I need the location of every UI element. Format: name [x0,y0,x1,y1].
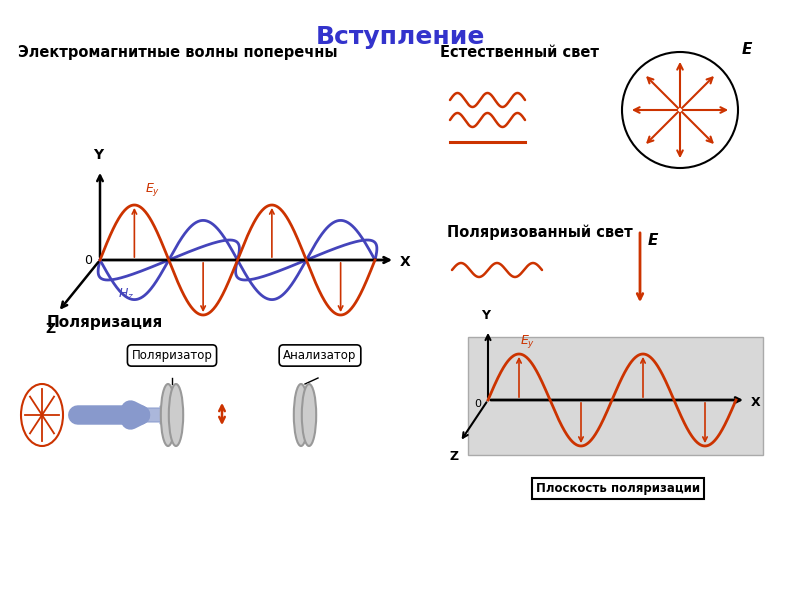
Ellipse shape [21,384,63,446]
Text: 0: 0 [84,253,92,266]
FancyArrow shape [78,406,174,424]
Ellipse shape [161,384,175,446]
Text: E: E [742,42,752,57]
Text: Вступление: Вступление [315,25,485,49]
Text: Y: Y [93,148,103,162]
Text: Z: Z [45,322,55,336]
Text: Z: Z [450,450,458,463]
Text: Электромагнитные волны поперечны: Электромагнитные волны поперечны [18,45,338,60]
Text: Y: Y [482,309,490,322]
Text: $E_y$: $E_y$ [520,333,535,350]
Text: Плоскость поляризации: Плоскость поляризации [536,482,700,495]
Text: Поляризованный свет: Поляризованный свет [447,225,633,241]
Text: $E_y$: $E_y$ [145,181,160,198]
Ellipse shape [169,384,183,446]
Text: Поляризатор: Поляризатор [131,349,213,362]
Text: Естественный свет: Естественный свет [440,45,599,60]
Ellipse shape [294,384,308,446]
Text: Анализатор: Анализатор [283,349,357,362]
Bar [468,337,763,455]
Text: Поляризация: Поляризация [47,315,163,330]
Text: X: X [751,395,761,409]
Ellipse shape [302,384,316,446]
Text: 0: 0 [474,399,482,409]
Text: $H_z$: $H_z$ [118,287,134,302]
Text: E: E [648,233,658,248]
Text: X: X [400,255,410,269]
